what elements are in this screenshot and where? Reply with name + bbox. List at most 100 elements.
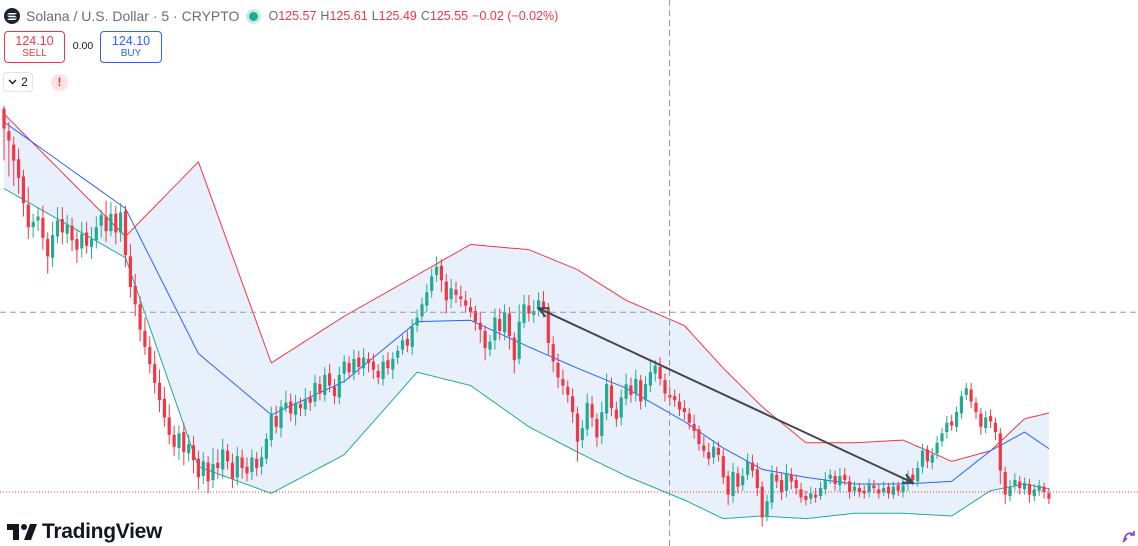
tradingview-logo[interactable]: TradingView	[7, 519, 162, 545]
candle	[945, 416, 949, 439]
candle-body	[1003, 472, 1007, 495]
arrow-head	[901, 473, 915, 484]
candle-body	[17, 159, 21, 178]
candle-body	[877, 489, 881, 494]
candle-body	[41, 217, 45, 238]
candle	[240, 449, 244, 479]
candle-body	[955, 412, 959, 427]
solana-icon[interactable]	[4, 8, 20, 24]
candle	[770, 465, 774, 510]
sell-button[interactable]: 124.10 SELL	[4, 31, 65, 63]
candle	[298, 397, 303, 417]
replay-icon[interactable]	[1121, 528, 1137, 544]
candle	[507, 307, 511, 350]
candle	[571, 388, 575, 423]
warning-icon[interactable]: !	[51, 74, 68, 91]
candle-body	[726, 476, 730, 495]
candle	[585, 393, 589, 437]
candle	[852, 481, 857, 496]
symbol-title[interactable]: Solana / U.S. Dollar · 5 · CRYPTO	[26, 8, 240, 24]
candle	[308, 390, 312, 411]
candle-body	[177, 433, 181, 448]
candle	[36, 207, 40, 232]
candle-body	[668, 394, 672, 398]
candle-body	[216, 462, 220, 468]
candle-body	[12, 144, 16, 161]
candle-body	[639, 380, 643, 402]
candle	[177, 425, 181, 461]
candle	[721, 449, 725, 484]
candle-body	[551, 344, 555, 362]
candle	[814, 488, 818, 503]
candle-body	[537, 300, 541, 310]
candle	[469, 297, 473, 318]
candle-body	[439, 265, 443, 281]
candle	[439, 259, 443, 293]
candle	[444, 273, 448, 314]
candle-body	[211, 464, 215, 481]
candle-body	[940, 433, 944, 442]
candle	[420, 297, 424, 323]
candle	[590, 396, 594, 427]
candle-body	[911, 474, 915, 480]
candle	[99, 209, 103, 238]
candle-body	[716, 448, 720, 455]
candle-body	[371, 361, 375, 370]
candle	[687, 408, 691, 430]
candle	[85, 221, 89, 254]
candle-body	[886, 486, 891, 494]
candle-body	[454, 289, 458, 295]
candle-body	[556, 362, 560, 378]
candle	[55, 207, 60, 244]
candle-body	[848, 481, 852, 492]
candle	[289, 393, 293, 422]
candle	[371, 353, 375, 379]
candle	[332, 378, 337, 405]
candle	[877, 484, 881, 499]
candle-body	[682, 408, 686, 413]
candle	[658, 357, 662, 386]
candle	[464, 291, 468, 313]
candle-body	[381, 361, 385, 379]
candle-body	[366, 358, 371, 363]
candle-body	[1037, 485, 1041, 491]
candle	[634, 369, 638, 402]
candle	[396, 345, 400, 365]
candle	[109, 201, 113, 237]
candle-body	[7, 131, 11, 141]
candle	[1023, 477, 1027, 495]
buy-button[interactable]: 124.10 BUY	[100, 31, 162, 63]
candle	[746, 453, 750, 480]
price-change: −0.02 (−0.02%)	[472, 9, 559, 23]
candle-body	[901, 485, 905, 493]
candle	[323, 366, 327, 402]
candle	[1047, 488, 1051, 504]
candle	[187, 434, 191, 462]
candle-body	[294, 402, 298, 415]
candle-body	[89, 239, 94, 248]
candle-body	[585, 402, 589, 430]
candle-body	[780, 480, 784, 492]
candle	[580, 420, 584, 449]
candle	[925, 445, 929, 469]
candle	[216, 449, 220, 479]
candle	[196, 450, 200, 490]
candle-body	[1023, 482, 1027, 490]
candle	[425, 284, 429, 313]
candle	[328, 364, 332, 393]
candle	[833, 470, 837, 491]
candle-body	[483, 330, 487, 349]
candle	[930, 448, 934, 470]
indicators-count: 2	[21, 75, 28, 89]
candle	[488, 334, 492, 357]
candle	[692, 414, 696, 439]
candle	[182, 422, 186, 466]
candle-body	[157, 382, 162, 401]
candle-body	[512, 337, 516, 361]
indicators-toggle-button[interactable]: 2	[3, 72, 33, 92]
candle-body	[930, 454, 934, 463]
market-status-icon[interactable]	[249, 11, 259, 21]
candle-body	[201, 461, 205, 476]
candle-body	[376, 370, 380, 378]
